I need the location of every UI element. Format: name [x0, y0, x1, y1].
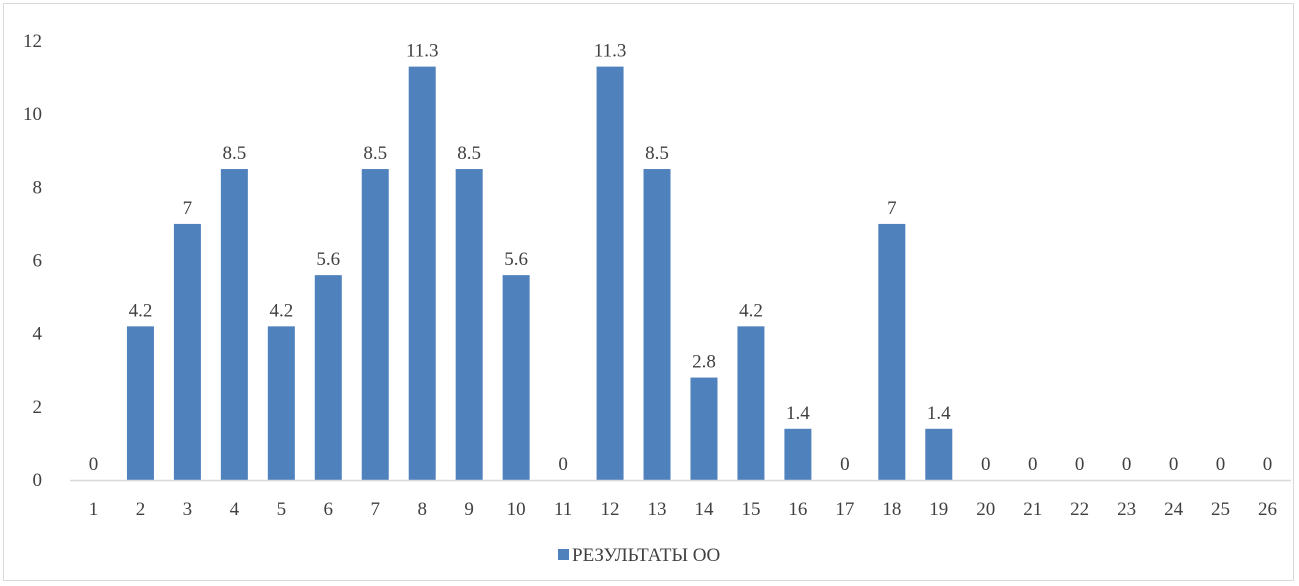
- data-label: 11.3: [594, 41, 627, 62]
- bar: [643, 169, 671, 480]
- data-label: 5.6: [316, 249, 340, 270]
- data-label: 8.5: [222, 143, 246, 164]
- bar: [408, 66, 436, 480]
- data-label: 0: [1075, 454, 1085, 475]
- y-tick-label: 0: [33, 470, 43, 491]
- data-label: 1.4: [786, 403, 810, 424]
- bar: [173, 223, 201, 480]
- legend-label: РЕЗУЛЬТАТЫ ОО: [572, 545, 720, 566]
- legend: РЕЗУЛЬТАТЫ ОО: [558, 545, 720, 566]
- x-tick-label: 23: [1117, 499, 1136, 520]
- x-tick-label: 9: [464, 499, 474, 520]
- y-tick-label: 2: [33, 397, 43, 418]
- data-label: 8.5: [457, 143, 481, 164]
- x-tick-label: 24: [1164, 499, 1184, 520]
- bar: [925, 428, 953, 480]
- data-label: 4.2: [739, 300, 763, 321]
- x-tick-label: 22: [1070, 499, 1089, 520]
- data-label: 0: [89, 454, 99, 475]
- data-label: 0: [1122, 454, 1132, 475]
- x-tick-label: 26: [1258, 499, 1277, 520]
- data-label: 0: [1263, 454, 1273, 475]
- data-label: 0: [840, 454, 850, 475]
- bar: [737, 326, 765, 480]
- x-tick-label: 10: [507, 499, 526, 520]
- x-tick-label: 25: [1211, 499, 1230, 520]
- data-label: 7: [183, 198, 193, 219]
- data-label: 4.2: [129, 300, 153, 321]
- data-label: 1.4: [927, 403, 951, 424]
- bars: [126, 66, 953, 480]
- y-tick-label: 4: [33, 324, 43, 345]
- bar: [314, 275, 342, 480]
- bar: [126, 326, 154, 480]
- x-tick-label: 12: [601, 499, 620, 520]
- x-tick-label: 20: [976, 499, 995, 520]
- data-label: 2.8: [692, 352, 716, 373]
- data-label: 0: [1028, 454, 1038, 475]
- x-tick-label: 17: [835, 499, 854, 520]
- x-tick-label: 11: [554, 499, 572, 520]
- y-tick-label: 8: [33, 177, 43, 198]
- bar: [220, 169, 248, 480]
- bar: [784, 428, 812, 480]
- bar: [455, 169, 483, 480]
- bar: [690, 377, 718, 480]
- x-tick-label: 3: [183, 499, 193, 520]
- bar: [596, 66, 624, 480]
- x-tick-label: 8: [417, 499, 427, 520]
- legend-swatch: [558, 549, 569, 560]
- y-tick-label: 6: [33, 251, 43, 272]
- x-tick-label: 19: [929, 499, 948, 520]
- bar: [878, 223, 906, 480]
- x-axis-ticks: 1 2 3 4 5 6 7 8 9 10 11 12 13 14 15 16 17 18 19 20 21 22 23 24 2…: [89, 499, 1277, 520]
- x-tick-label: 7: [371, 499, 381, 520]
- data-label: 0: [1169, 454, 1179, 475]
- data-label: 0: [1216, 454, 1226, 475]
- x-tick-label: 15: [741, 499, 760, 520]
- data-label: 4.2: [269, 300, 293, 321]
- x-tick-label: 5: [277, 499, 287, 520]
- data-label: 7: [887, 198, 897, 219]
- x-tick-label: 13: [648, 499, 667, 520]
- data-label: 8.5: [363, 143, 387, 164]
- x-tick-label: 4: [230, 499, 240, 520]
- y-tick-label: 12: [23, 31, 42, 52]
- y-axis-ticks: 0 2 4 6 8 10 12: [23, 31, 43, 491]
- x-tick-label: 2: [136, 499, 146, 520]
- data-label: 8.5: [645, 143, 669, 164]
- x-tick-label: 16: [788, 499, 807, 520]
- x-tick-label: 21: [1023, 499, 1042, 520]
- data-labels: 0 4.2 7 8.5 4.2 5.6 8.5 11.3 8.5 5.6 0 11.3 8.5 2.8 4.…: [89, 41, 1273, 475]
- chart-frame: 0 2 4 6 8 10 12 0 4.2 7 8.5 4.2 5.6 8.5 11.3 8.5 5.6 0 11…: [3, 3, 1294, 581]
- bar: [502, 275, 530, 480]
- data-label: 11.3: [406, 41, 439, 62]
- x-tick-label: 6: [324, 499, 334, 520]
- bar: [361, 169, 389, 480]
- data-label: 5.6: [504, 249, 528, 270]
- x-tick-label: 14: [694, 499, 714, 520]
- y-tick-label: 10: [23, 104, 42, 125]
- x-tick-label: 1: [89, 499, 99, 520]
- bar: [267, 326, 295, 480]
- x-tick-label: 18: [882, 499, 901, 520]
- data-label: 0: [558, 454, 568, 475]
- data-label: 0: [981, 454, 991, 475]
